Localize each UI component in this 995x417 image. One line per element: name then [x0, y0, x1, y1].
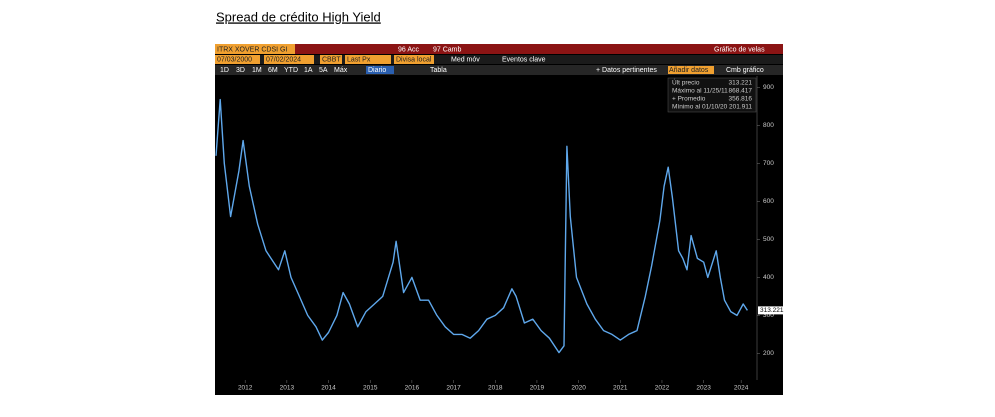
y-tick-label: 200 [763, 350, 774, 357]
x-tick-label: 2014 [321, 385, 336, 392]
x-tick-label: 2017 [446, 385, 461, 392]
legend-value: 313.221 [729, 80, 753, 87]
x-tick-label: 2016 [405, 385, 420, 392]
legend-label: Máximo al 11/25/11 [672, 88, 728, 95]
x-tick-label: 2015 [363, 385, 378, 392]
toolbar-item: 96 Acc [398, 46, 420, 53]
y-tick-label: 300 [763, 312, 774, 319]
x-tick-label: 2012 [238, 385, 253, 392]
x-tick-label: 2021 [613, 385, 628, 392]
legend-value: 201.911 [729, 104, 752, 111]
add-data-box [668, 66, 714, 74]
legend-value: 868.417 [729, 88, 753, 95]
toolbar-item: Med móv [451, 56, 480, 63]
toolbar-item: Cmb gráfico [726, 67, 764, 74]
x-tick-label: 2022 [655, 385, 670, 392]
date-to-box [264, 55, 314, 64]
toolbar-item: 1A [304, 67, 313, 74]
y-tick-label: 800 [763, 122, 774, 129]
toolbar-item: 3D [236, 67, 245, 74]
range-bar [215, 65, 783, 75]
x-tick-label: 2020 [571, 385, 586, 392]
toolbar-item: Tabla [430, 67, 447, 74]
date-from-box [215, 55, 260, 64]
y-tick-label: 900 [763, 84, 774, 91]
ticker-box [215, 44, 295, 54]
currency-box [394, 55, 434, 64]
toolbar-item: CBBT [322, 56, 341, 63]
toolbar-item: Diario [368, 67, 386, 74]
y-tick-label: 700 [763, 160, 774, 167]
chart-type-box [668, 45, 778, 53]
toolbar-item: Gráfico de velas [714, 46, 765, 53]
toolbar-item: YTD [284, 67, 298, 74]
period-box [366, 66, 394, 74]
legend-label: Mínimo al 01/10/20 [672, 104, 728, 111]
legend-label: Últ precio [672, 78, 700, 87]
y-tick-label: 500 [763, 236, 774, 243]
legend-box [667, 77, 757, 113]
toolbar-item: 07/03/2000 [217, 56, 252, 63]
toolbar-item: 6M [268, 67, 278, 74]
toolbar-item: 1M [252, 67, 262, 74]
source-box [320, 55, 342, 64]
legend-value: 356.816 [729, 96, 753, 103]
x-tick-label: 2019 [530, 385, 545, 392]
settings-bar [215, 55, 783, 64]
x-tick-label: 2018 [488, 385, 503, 392]
toolbar-item: ITRX XOVER CDSI GI [217, 46, 287, 53]
legend-label: + Promedio [672, 96, 706, 103]
price-line [215, 98, 748, 354]
toolbar-item: Eventos clave [502, 56, 546, 63]
document-title: Spread de crédito High Yield [216, 9, 381, 24]
toolbar-item: + Datos pertinentes [596, 67, 657, 74]
toolbar-item: 1D [220, 67, 229, 74]
toolbar-item: Máx [334, 67, 348, 74]
x-tick-label: 2024 [734, 385, 749, 392]
toolbar-item: Divisa local [396, 56, 432, 63]
y-tick-label: 400 [763, 274, 774, 281]
x-tick-label: 2013 [280, 385, 295, 392]
x-tick-label: 2023 [696, 385, 711, 392]
toolbar-item: Last Px [347, 56, 371, 63]
toolbar-item: Añadir datos [669, 67, 709, 74]
toolbar-item: 97 Camb [433, 46, 462, 53]
last-price-label: 313.221 [760, 307, 784, 314]
title-bar [215, 44, 783, 54]
last-price-tag [758, 306, 783, 315]
field-box [345, 55, 391, 64]
toolbar-item: 07/02/2024 [266, 56, 301, 63]
y-tick-label: 600 [763, 198, 774, 205]
toolbar-item: 5A [319, 67, 328, 74]
